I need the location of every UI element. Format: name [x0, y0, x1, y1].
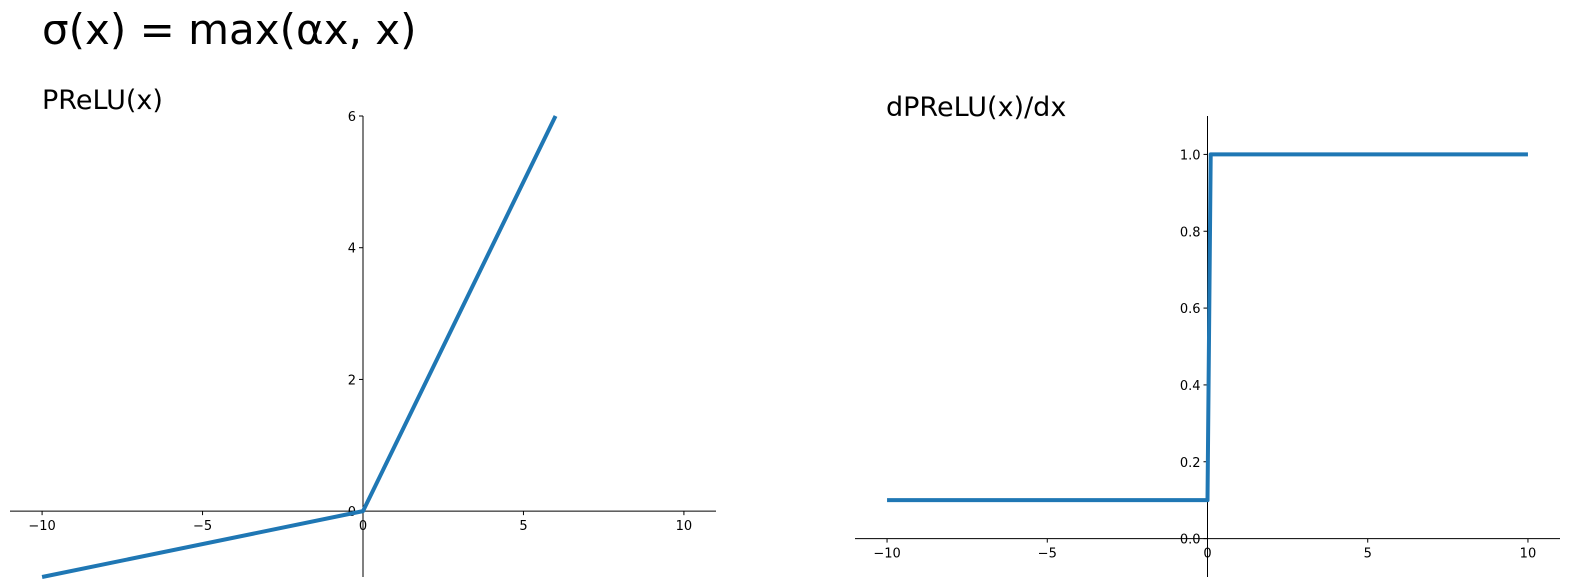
prelu-y-tick-label: 4	[348, 242, 356, 257]
dprelu-y-tick-label: 0.8	[1180, 225, 1201, 240]
prelu-y-tick-label: 6	[348, 110, 356, 125]
dprelu-x-tick-label: −5	[1038, 547, 1057, 562]
dprelu-title: dPReLU(x)/dx	[886, 92, 1066, 123]
dprelu-x-tick-label: 5	[1364, 547, 1372, 562]
prelu-x-tick-label: 0	[359, 519, 367, 534]
dprelu-series-line	[887, 152, 1528, 503]
dprelu-y-tick-label: 0.0	[1180, 533, 1201, 548]
prelu-x-tick-label: −5	[193, 519, 212, 534]
prelu-series	[41, 115, 558, 579]
dprelu-x-tick-label: 0	[1203, 547, 1211, 562]
dprelu-x-tick-label: −10	[873, 547, 900, 562]
dprelu-x-tick-label: 10	[1520, 547, 1537, 562]
dprelu-y-tick-label: 1.0	[1180, 148, 1201, 163]
dprelu-series	[887, 152, 1528, 503]
prelu-x-tick-label: 10	[676, 519, 693, 534]
dprelu-panel: dPReLU(x)/dx −10 −5 0 5 10 0.0 0.2 0.4 0.6 0.8 1.0	[855, 92, 1560, 577]
dprelu-y-tick-label: 0.4	[1180, 379, 1201, 394]
prelu-x-tick-label: 5	[519, 519, 527, 534]
figure-suptitle: σ(x) = max(αx, x)	[42, 5, 417, 54]
prelu-y-tick-label: 2	[348, 373, 356, 388]
dprelu-y-tick-label: 0.2	[1180, 456, 1201, 471]
dprelu-y-tick-label: 0.6	[1180, 302, 1201, 317]
dprelu-ticks: −10 −5 0 5 10 0.0 0.2 0.4 0.6 0.8 1.0	[873, 148, 1536, 561]
prelu-x-tick-label: −10	[28, 519, 55, 534]
prelu-title: PReLU(x)	[42, 85, 163, 116]
prelu-series-line	[41, 115, 558, 579]
